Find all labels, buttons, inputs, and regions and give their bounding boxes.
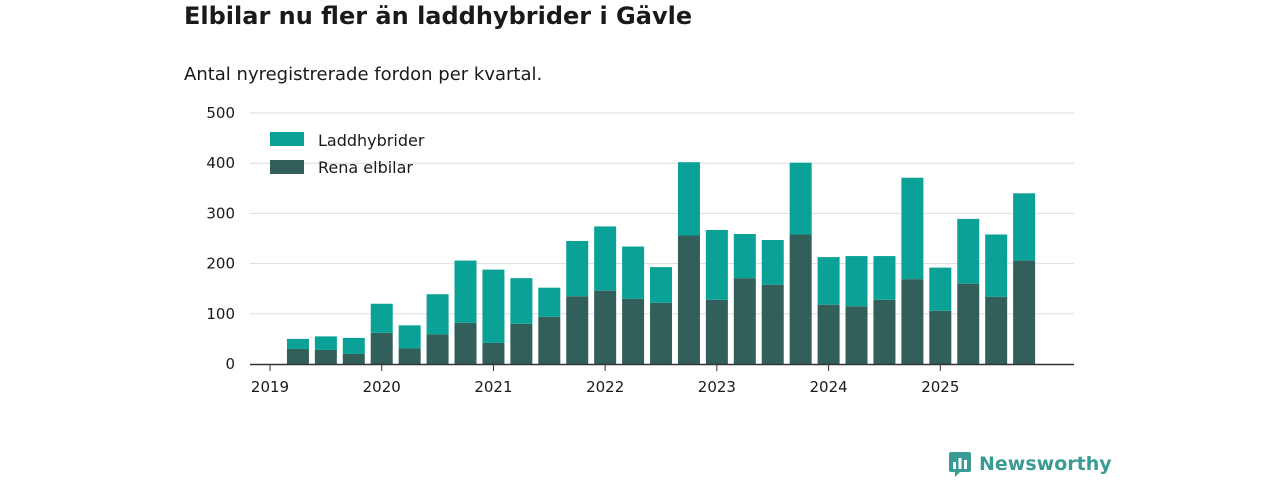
bar-chart-icon [949, 452, 971, 477]
bar-laddhybrider [314, 336, 337, 350]
bar-laddhybrider [929, 267, 952, 311]
bar-rena-elbilar [538, 316, 561, 364]
y-axis-tick-labels: 0 100 200 300 400 500 [206, 104, 235, 373]
bar-rena-elbilar [985, 296, 1008, 364]
bar-rena-elbilar [650, 302, 673, 364]
bar-laddhybrider [622, 246, 645, 299]
x-tick-label: 2020 [363, 378, 401, 396]
y-tick-label: 200 [206, 255, 235, 273]
bar-laddhybrider [817, 257, 840, 305]
bar-rena-elbilar [761, 284, 784, 364]
newsworthy-logo: Newsworthy [948, 450, 1112, 478]
bar-rena-elbilar [873, 299, 896, 364]
chart-title: Elbilar nu fler än laddhybrider i Gävle [184, 2, 693, 30]
x-tick-label: 2024 [810, 378, 848, 396]
bar-rena-elbilar [677, 235, 700, 364]
legend-label-laddhybrider: Laddhybrider [318, 131, 425, 150]
bar-laddhybrider [454, 260, 477, 323]
x-tick-label: 2019 [251, 378, 289, 396]
bar-rena-elbilar [929, 310, 952, 364]
bar-rena-elbilar [733, 278, 756, 364]
bar-laddhybrider [845, 256, 868, 307]
bar-rena-elbilar [342, 353, 365, 364]
bar-rena-elbilar [957, 283, 980, 364]
x-axis: 2019 2020 2021 2022 2023 2024 2025 [250, 363, 1074, 396]
bar-laddhybrider [426, 294, 449, 335]
bar-rena-elbilar [286, 348, 309, 364]
bar-laddhybrider [370, 303, 393, 333]
bar-rena-elbilar [426, 334, 449, 364]
y-tick-label: 400 [206, 154, 235, 172]
x-tick-label: 2025 [921, 378, 959, 396]
bar-rena-elbilar [594, 290, 617, 364]
y-tick-label: 300 [206, 204, 235, 222]
bar-laddhybrider [873, 256, 896, 300]
bar-laddhybrider [761, 240, 784, 285]
bar-rena-elbilar [510, 323, 533, 364]
bar-rena-elbilar [370, 332, 393, 364]
stacked-bar-chart: 0 100 200 300 400 500 2019 2020 2021 2022 2023 202… [206, 104, 1074, 396]
bar-rena-elbilar [705, 299, 728, 364]
x-tick-label: 2021 [474, 378, 512, 396]
y-tick-label: 100 [206, 305, 235, 323]
bar-rena-elbilar [622, 298, 645, 364]
bar-laddhybrider [594, 226, 617, 291]
bar-laddhybrider [985, 234, 1008, 297]
bars [286, 162, 1036, 364]
bar-rena-elbilar [901, 279, 924, 364]
x-tick-label: 2023 [698, 378, 736, 396]
bar-laddhybrider [342, 337, 365, 354]
bar-laddhybrider [1013, 193, 1036, 261]
bar-rena-elbilar [454, 322, 477, 364]
bar-laddhybrider [398, 325, 421, 349]
bar-rena-elbilar [789, 234, 812, 364]
bar-rena-elbilar [398, 348, 421, 364]
bar-rena-elbilar [482, 342, 505, 364]
bar-laddhybrider [705, 229, 728, 300]
brand-name: Newsworthy [979, 453, 1112, 475]
bar-rena-elbilar [845, 306, 868, 364]
bar-laddhybrider [482, 269, 505, 343]
y-tick-label: 500 [206, 104, 235, 122]
bar-laddhybrider [901, 177, 924, 280]
bar-laddhybrider [566, 241, 589, 297]
bar-laddhybrider [957, 218, 980, 284]
bar-rena-elbilar [314, 349, 337, 364]
bar-rena-elbilar [1013, 260, 1036, 364]
bar-laddhybrider [789, 162, 812, 235]
bar-laddhybrider [677, 162, 700, 236]
x-tick-label: 2022 [586, 378, 624, 396]
bar-rena-elbilar [566, 296, 589, 364]
bar-laddhybrider [538, 287, 561, 317]
bar-laddhybrider [286, 338, 309, 349]
chart-subtitle: Antal nyregistrerade fordon per kvartal. [184, 64, 543, 85]
legend: Laddhybrider Rena elbilar [270, 131, 425, 177]
bar-laddhybrider [733, 233, 756, 279]
bar-laddhybrider [510, 278, 533, 324]
bar-laddhybrider [650, 267, 673, 303]
legend-label-rena-elbilar: Rena elbilar [318, 158, 413, 177]
legend-swatch-rena-elbilar [270, 160, 304, 174]
bar-rena-elbilar [817, 304, 840, 364]
legend-swatch-laddhybrider [270, 132, 304, 146]
y-tick-label: 0 [225, 355, 235, 373]
